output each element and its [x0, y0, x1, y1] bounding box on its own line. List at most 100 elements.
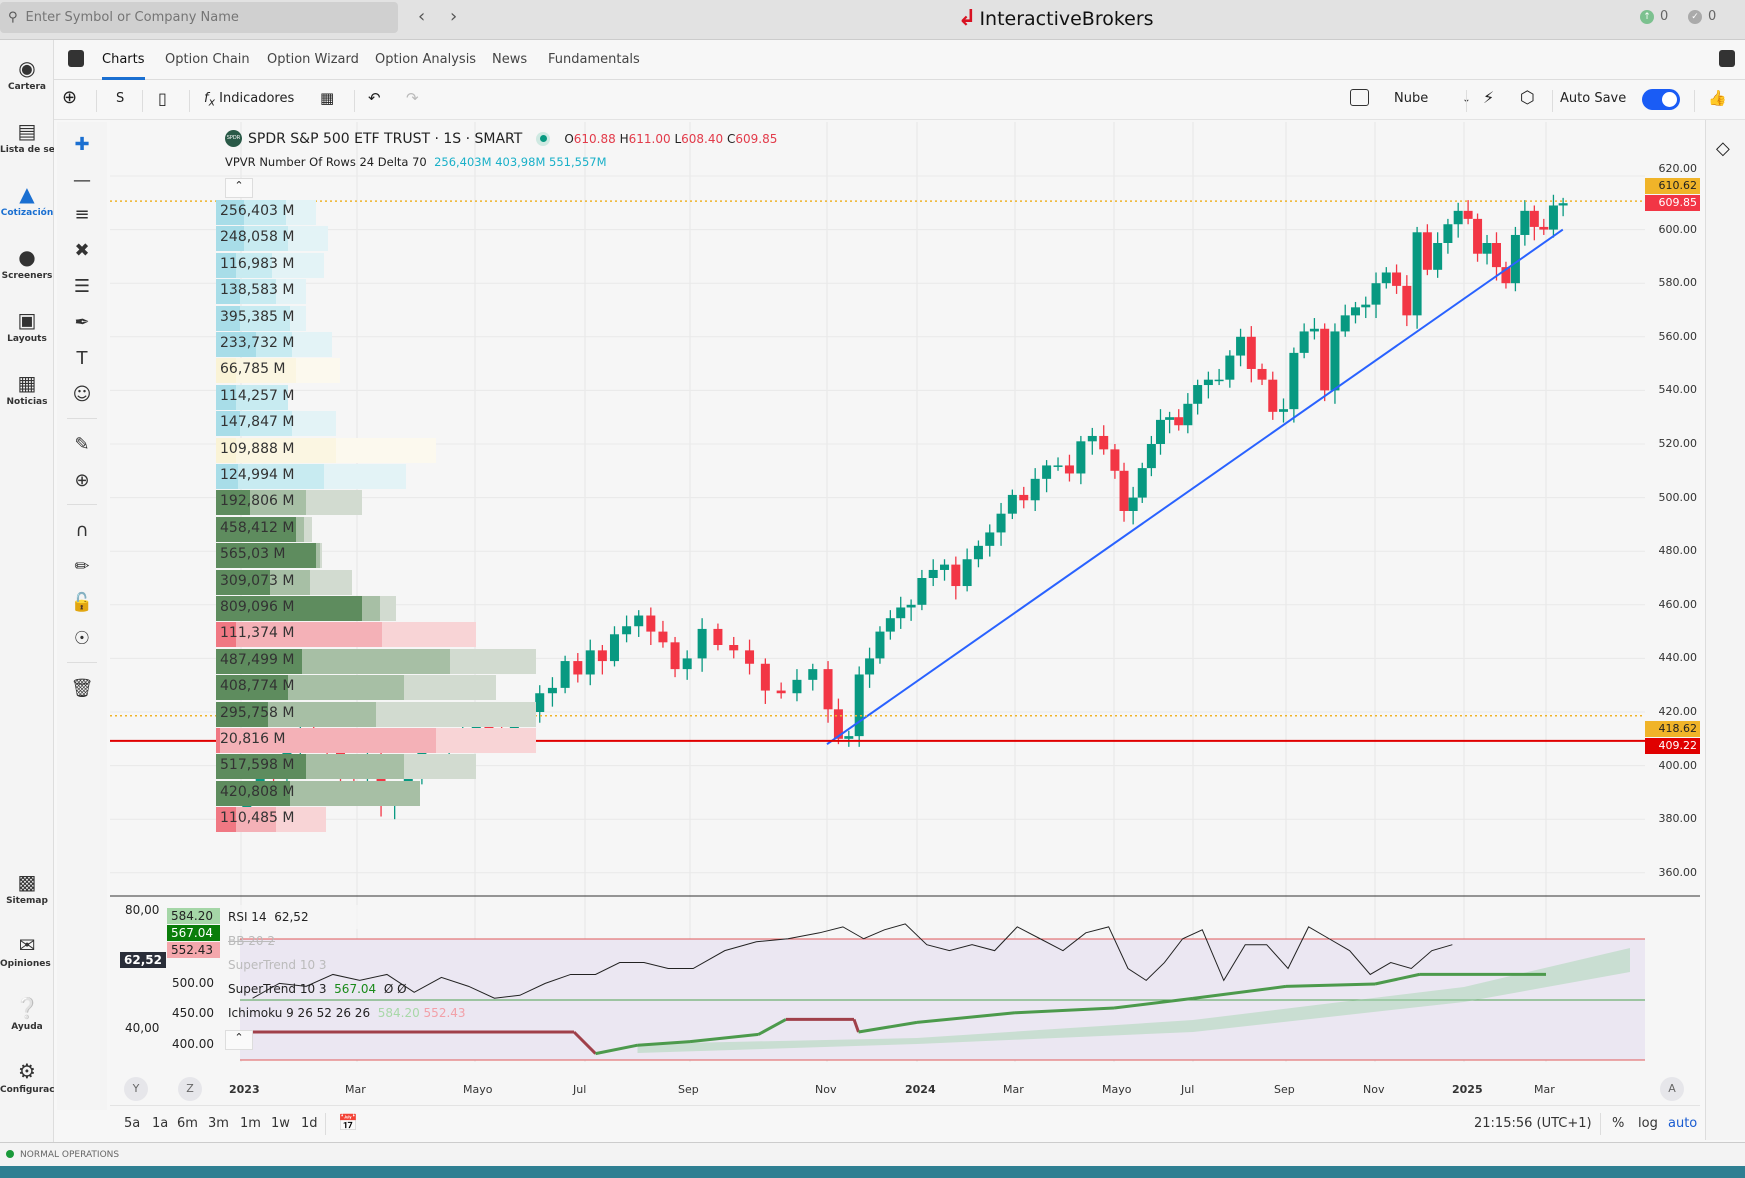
layers-icon[interactable]: ◇: [1716, 138, 1730, 159]
ruler-icon[interactable]: ✎: [74, 434, 90, 455]
undo-icon[interactable]: ↶: [368, 89, 381, 107]
nav-watchlist[interactable]: ▤ Lista de se...: [0, 119, 54, 155]
layout-grid-icon[interactable]: ▦: [320, 89, 335, 107]
fib-icon[interactable]: ☰: [73, 276, 91, 297]
fullscreen-icon[interactable]: [1350, 89, 1369, 106]
range-1m[interactable]: 1m: [240, 1116, 261, 1131]
pane-tick-500: 500.00: [172, 976, 214, 990]
range-1a[interactable]: 1a: [152, 1116, 169, 1131]
y-axis-button[interactable]: Y: [124, 1077, 148, 1101]
magnet-icon[interactable]: ∩: [75, 520, 89, 541]
supertrend-segment: [1374, 972, 1420, 986]
ichimoku-legend[interactable]: Ichimoku 9 26 52 26 26 584.20 552.43: [224, 1001, 470, 1025]
range-5a[interactable]: 5a: [124, 1116, 141, 1131]
candle: [951, 556, 961, 600]
back-arrow-icon[interactable]: ‹: [418, 6, 426, 27]
nav-screeners[interactable]: ● Screeners: [0, 245, 54, 281]
auto-toggle[interactable]: auto: [1668, 1116, 1698, 1131]
nav-cotizacion[interactable]: ▲ Cotización: [0, 182, 54, 218]
supertrend-legend[interactable]: SuperTrend 10 3 567.04 Ø Ø: [224, 977, 470, 1001]
z-button[interactable]: Z: [178, 1077, 202, 1101]
feedback-icon: ✉: [18, 933, 36, 957]
horizontal-line-icon[interactable]: —: [73, 170, 91, 191]
collapse-legend-button[interactable]: ⌃: [225, 178, 253, 198]
candle-style-icon[interactable]: ▯: [158, 89, 167, 108]
candle: [1371, 272, 1381, 319]
lock-drawing-icon[interactable]: ✏: [74, 556, 90, 577]
thumbs-up-down-icon[interactable]: 👍: [1708, 89, 1727, 107]
quick-search-icon[interactable]: ⚡: [1483, 88, 1495, 107]
pattern-icon[interactable]: ✖: [74, 240, 90, 261]
candle: [896, 596, 906, 629]
indicators-button[interactable]: fx Indicadores: [204, 91, 294, 109]
nav-configuracion[interactable]: ⚙ Configurac...: [0, 1059, 54, 1095]
alerts-counter[interactable]: ↑ 0: [1640, 9, 1668, 24]
trash-icon[interactable]: 🗑: [70, 678, 94, 699]
parallel-lines-icon[interactable]: ≡: [74, 204, 90, 225]
candle: [854, 666, 864, 747]
candle-body: [1433, 243, 1443, 270]
tab-option-wizard[interactable]: Option Wizard: [267, 52, 359, 67]
candle-body: [808, 669, 818, 680]
collapse-indicators-button[interactable]: ⌃: [225, 1030, 253, 1050]
eye-icon[interactable]: ☉: [73, 628, 91, 649]
brush-icon[interactable]: ✒: [74, 312, 90, 333]
price-tick: 580.00: [1658, 276, 1698, 290]
range-1d[interactable]: 1d: [301, 1116, 318, 1131]
emoji-icon[interactable]: ☺: [72, 384, 92, 405]
supertrend-extra: Ø Ø: [383, 982, 407, 996]
tab-charts[interactable]: Charts: [102, 52, 145, 80]
price-tick: 400.00: [1658, 758, 1698, 772]
percent-toggle[interactable]: %: [1612, 1116, 1625, 1131]
rsi-legend[interactable]: RSI 14 62,52: [224, 905, 470, 929]
log-toggle[interactable]: log: [1638, 1116, 1658, 1131]
auto-scale-button[interactable]: A: [1660, 1077, 1684, 1101]
redo-icon[interactable]: ↷: [406, 89, 419, 107]
candle: [1361, 296, 1371, 319]
settings-hex-icon[interactable]: ⬡: [1520, 88, 1535, 108]
search-input[interactable]: [25, 10, 366, 25]
tab-option-analysis[interactable]: Option Analysis: [375, 52, 477, 67]
range-6m[interactable]: 6m: [177, 1116, 198, 1131]
candle: [1392, 264, 1402, 294]
layouts-icon: ▣: [17, 308, 37, 332]
nav-sitemap[interactable]: ▩ Sitemap: [0, 870, 54, 906]
volume-profile-row: 256,403 M: [216, 200, 776, 225]
nav-ayuda[interactable]: ❔ Ayuda: [0, 996, 54, 1032]
candle-body: [1174, 417, 1184, 426]
date-range-icon[interactable]: 📅: [338, 1113, 358, 1132]
vpvr-legend[interactable]: VPVR Number Of Rows 24 Delta 70 256,403M…: [225, 155, 607, 169]
candle-body: [885, 618, 895, 632]
orders-counter[interactable]: ✓ 0: [1688, 9, 1716, 24]
candle-body: [1030, 478, 1040, 501]
candle: [1340, 304, 1350, 337]
range-3m[interactable]: 3m: [208, 1116, 229, 1131]
add-icon[interactable]: ⊕: [62, 87, 78, 108]
supertrend-hidden-legend[interactable]: SuperTrend 10 3: [224, 953, 470, 977]
bb-legend[interactable]: BB 20 2: [224, 929, 470, 953]
lock-icon[interactable]: 🔓: [70, 592, 94, 613]
candle-body: [1299, 331, 1309, 353]
zoom-in-icon[interactable]: ⊕: [74, 470, 90, 491]
crosshair-icon[interactable]: ✚: [74, 134, 90, 155]
nav-layouts[interactable]: ▣ Layouts: [0, 308, 54, 344]
nav-opiniones[interactable]: ✉ Opiniones ...: [0, 933, 54, 969]
volume-label: 565,03 M: [220, 546, 286, 563]
sidebar-toggle-icon[interactable]: [68, 50, 84, 67]
tab-news[interactable]: News: [492, 52, 528, 67]
time-tick: Mar: [1003, 1083, 1024, 1096]
volume-profile-row: 395,385 M: [216, 305, 776, 331]
forward-arrow-icon[interactable]: ›: [450, 6, 458, 27]
tab-option-chain[interactable]: Option Chain: [165, 52, 250, 67]
symbol-title[interactable]: SPDR S&P 500 ETF TRUST · 1S · SMART: [248, 130, 523, 147]
nav-noticias[interactable]: ▦ Noticias: [0, 371, 54, 407]
volume-label: 487,499 M: [220, 651, 295, 668]
panel-toggle-icon[interactable]: [1719, 50, 1735, 67]
symbol-button[interactable]: S: [116, 91, 125, 106]
nav-cartera[interactable]: ◉ Cartera: [0, 56, 54, 92]
text-icon[interactable]: T: [76, 348, 88, 369]
range-1w[interactable]: 1w: [271, 1116, 290, 1131]
symbol-search[interactable]: ⚲: [0, 2, 398, 33]
tab-fundamentals[interactable]: Fundamentals: [548, 52, 640, 67]
auto-save-toggle[interactable]: [1642, 89, 1680, 110]
